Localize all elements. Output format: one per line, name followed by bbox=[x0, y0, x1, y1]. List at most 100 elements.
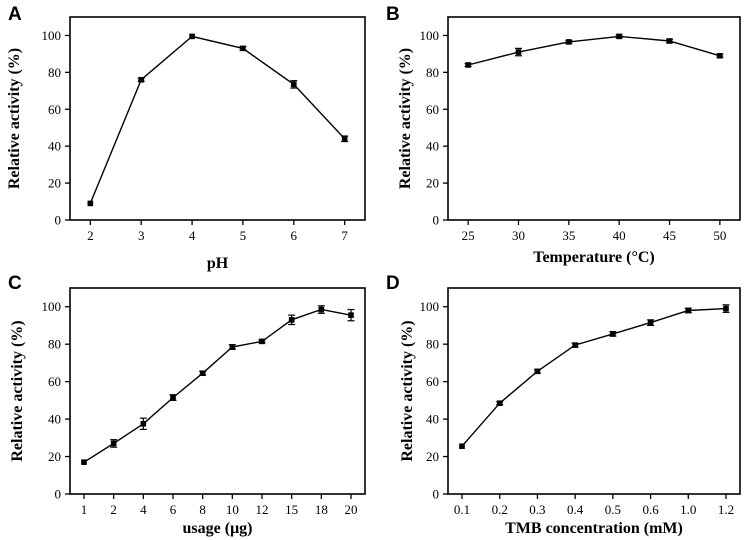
y-tick-label: 80 bbox=[426, 65, 439, 80]
y-tick-label: 0 bbox=[433, 213, 440, 228]
y-tick-label: 60 bbox=[426, 102, 439, 117]
data-point bbox=[87, 200, 94, 207]
series-line bbox=[89, 35, 346, 204]
y-tick-label: 80 bbox=[426, 337, 439, 352]
data-point bbox=[110, 440, 117, 447]
y-tick-label: 0 bbox=[433, 487, 440, 502]
x-axis-title: Temperature (°C) bbox=[533, 249, 654, 266]
data-point bbox=[616, 33, 622, 40]
x-tick-label: 0.5 bbox=[605, 502, 621, 517]
y-axis-title: Relative activity (%) bbox=[6, 48, 23, 189]
y-tick-label: 80 bbox=[48, 337, 61, 352]
y-tick-label: 60 bbox=[48, 374, 61, 389]
y-tick-label: 100 bbox=[42, 28, 62, 43]
data-point bbox=[81, 459, 87, 465]
data-point bbox=[610, 331, 616, 337]
panel-b: B 0 20 40 60 80 100 25 30 35 40 45 50 Temperature (°C… bbox=[386, 4, 741, 266]
data-point bbox=[647, 319, 654, 326]
y-tick-label: 60 bbox=[426, 374, 439, 389]
x-tick-label: 40 bbox=[613, 228, 626, 243]
y-axis-title: Relative activity (%) bbox=[397, 48, 414, 189]
y-tick-label: 40 bbox=[426, 412, 439, 427]
x-tick-label: 4 bbox=[140, 502, 147, 517]
x-tick-label: 4 bbox=[189, 228, 196, 243]
data-point bbox=[170, 394, 176, 401]
y-tick-label: 60 bbox=[48, 102, 61, 117]
y-tick-label: 40 bbox=[426, 139, 439, 154]
panel-letter: A bbox=[8, 4, 22, 25]
y-tick-label: 100 bbox=[42, 299, 62, 314]
data-point bbox=[515, 49, 522, 55]
x-axis-title: TMB concentration (mM) bbox=[505, 520, 683, 537]
series-line bbox=[467, 35, 721, 66]
y-tick-label: 100 bbox=[420, 299, 440, 314]
plot-frame bbox=[447, 16, 741, 221]
y-tick-label: 40 bbox=[48, 412, 61, 427]
y-axis-title: Relative activity (%) bbox=[399, 320, 416, 461]
data-point bbox=[572, 342, 578, 348]
x-tick-label: 6 bbox=[170, 502, 177, 517]
data-point bbox=[459, 443, 465, 450]
x-tick-label: 1.0 bbox=[680, 502, 696, 517]
x-tick-label: 1 bbox=[81, 502, 88, 517]
x-tick-label: 50 bbox=[713, 228, 726, 243]
plot-frame bbox=[69, 16, 366, 221]
y-tick-label: 20 bbox=[426, 176, 439, 191]
x-tick-label: 1.2 bbox=[718, 502, 734, 517]
x-tick-label: 15 bbox=[285, 502, 298, 517]
data-point bbox=[229, 344, 236, 350]
x-tick-label: 0.1 bbox=[454, 502, 470, 517]
data-point bbox=[199, 370, 206, 377]
plot-frame bbox=[447, 287, 741, 495]
x-tick-label: 12 bbox=[256, 502, 269, 517]
data-point bbox=[138, 76, 145, 83]
y-tick-label: 100 bbox=[420, 28, 440, 43]
y-tick-label: 80 bbox=[48, 65, 61, 80]
panel-letter: C bbox=[8, 273, 22, 294]
x-tick-label: 20 bbox=[345, 502, 358, 517]
data-point bbox=[288, 317, 295, 323]
x-tick-label: 45 bbox=[663, 228, 676, 243]
x-tick-label: 5 bbox=[240, 228, 247, 243]
y-tick-label: 0 bbox=[55, 487, 62, 502]
plot-frame bbox=[69, 287, 366, 495]
y-tick-label: 20 bbox=[48, 176, 61, 191]
data-point bbox=[290, 81, 297, 88]
panel-letter: D bbox=[386, 273, 400, 294]
data-point bbox=[465, 62, 471, 68]
data-point bbox=[566, 39, 572, 45]
panel-d: D 0 20 40 60 80 100 0.1 0.2 0.3 0.4 0.5 0.6 1.0 1.2 TMB… bbox=[386, 273, 741, 537]
data-point bbox=[318, 306, 325, 313]
x-tick-label: 7 bbox=[341, 228, 348, 243]
x-tick-label: 18 bbox=[315, 502, 328, 517]
y-tick-label: 40 bbox=[48, 139, 61, 154]
x-tick-label: 3 bbox=[138, 228, 145, 243]
x-tick-label: 0.2 bbox=[492, 502, 508, 517]
x-tick-label: 2 bbox=[87, 228, 94, 243]
series-line bbox=[461, 307, 727, 447]
x-tick-label: 2 bbox=[110, 502, 117, 517]
panel-a: A 0 20 40 60 80 100 2 3 4 5 6 7 pH Relative activity (… bbox=[6, 4, 366, 272]
x-tick-label: 0.6 bbox=[642, 502, 659, 517]
x-tick-label: 35 bbox=[562, 228, 575, 243]
panel-letter: B bbox=[386, 4, 400, 25]
data-point bbox=[666, 38, 673, 44]
x-tick-label: 8 bbox=[199, 502, 206, 517]
data-point bbox=[341, 136, 348, 142]
x-tick-label: 30 bbox=[512, 228, 525, 243]
data-point bbox=[240, 45, 246, 52]
data-point bbox=[534, 368, 541, 375]
x-tick-label: 10 bbox=[226, 502, 239, 517]
x-axis-title: usage (μg) bbox=[183, 520, 253, 537]
data-point bbox=[348, 312, 354, 318]
series-line bbox=[83, 308, 352, 463]
data-point bbox=[259, 338, 265, 345]
y-tick-label: 20 bbox=[426, 449, 439, 464]
data-point bbox=[717, 52, 723, 59]
x-tick-label: 6 bbox=[291, 228, 298, 243]
y-tick-label: 20 bbox=[48, 449, 61, 464]
x-tick-label: 0.3 bbox=[529, 502, 545, 517]
data-point bbox=[189, 33, 195, 40]
data-point bbox=[685, 307, 692, 314]
